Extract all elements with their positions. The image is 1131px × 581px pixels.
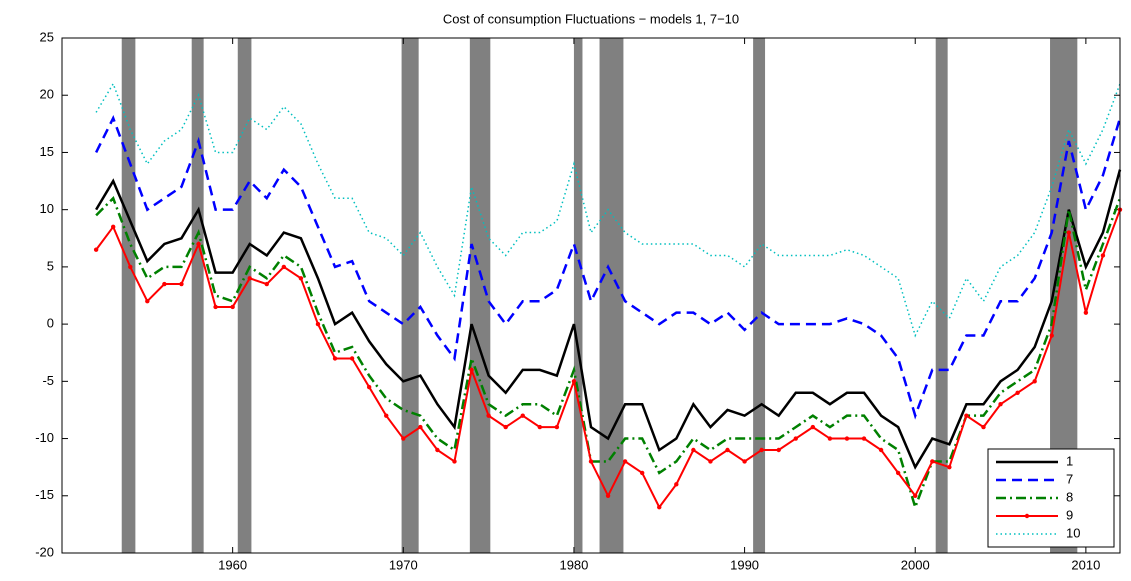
series-marker [349,356,355,361]
recession-band [469,38,491,553]
series-marker [366,384,372,390]
series-marker [469,367,474,373]
legend-marker [1024,513,1030,519]
series-marker [930,459,935,464]
series-marker [776,447,781,453]
series-marker [691,447,696,453]
y-tick-label: 0 [47,316,54,331]
series-line [95,114,1122,420]
series-marker [486,413,491,418]
y-tick-label: 10 [40,201,54,216]
series-marker [435,447,440,453]
series-marker [230,304,235,310]
series-marker [298,276,304,281]
series-marker [128,264,133,270]
legend-label: 1 [1066,453,1073,468]
recession-band [191,38,204,553]
series-marker [503,424,508,430]
series-marker [998,402,1003,407]
series-marker [401,436,406,441]
series-marker [1083,310,1089,315]
series-marker [1049,333,1054,338]
series-marker [725,447,730,453]
series-line [95,82,1121,338]
x-tick-label: 1990 [730,557,759,572]
y-tick-label: 25 [40,29,54,44]
y-tick-label: -15 [35,487,54,502]
series-marker [793,436,798,441]
chart-title: Cost of consumption Fluctuations − model… [443,11,739,26]
y-tick-label: -10 [35,430,54,445]
recession-band [573,38,583,553]
series-marker [213,304,218,310]
legend-label: 9 [1066,507,1073,522]
series-marker [1100,253,1106,258]
recession-band [237,38,252,553]
legend-label: 7 [1066,471,1073,486]
series-marker [622,459,628,464]
y-tick-label: 5 [47,258,54,273]
series-marker [281,264,287,270]
recession-band [753,38,766,553]
series-marker [162,281,167,287]
series-marker [247,276,252,281]
y-tick-label: -5 [42,373,54,388]
recession-band [121,38,136,553]
series-marker [196,241,201,247]
y-tick-label: 20 [40,87,54,102]
series-marker [605,493,611,498]
series-marker [639,470,645,476]
series-marker [588,459,594,464]
x-tick-label: 1980 [559,557,588,572]
series-marker [110,224,116,230]
series-marker [520,413,525,418]
series-marker [384,413,389,418]
series-marker [315,321,321,327]
series-marker [571,379,577,384]
series-marker [537,424,543,430]
x-tick-label: 1970 [389,557,418,572]
series-marker [452,459,457,464]
recession-band [599,38,624,553]
recession-band [935,38,948,553]
series-marker [145,299,150,304]
series-marker [810,424,816,430]
x-tick-label: 2000 [901,557,930,572]
x-tick-label: 2010 [1071,557,1100,572]
recession-band [401,38,419,553]
series-marker [964,413,969,418]
y-tick-label: 15 [40,144,54,159]
series-marker [264,281,269,287]
series-marker [861,436,867,441]
series-marker [674,482,679,487]
series-marker [827,436,833,441]
series-marker [1015,390,1020,395]
series-marker [93,247,99,252]
series-marker [708,459,713,464]
series-line [95,169,1122,470]
series-marker [844,436,850,441]
series-marker [895,470,901,476]
plot-frame [61,37,1121,554]
series-marker [913,493,918,498]
series-marker [1032,379,1037,384]
series-marker [742,459,747,464]
legend-label: 10 [1066,525,1080,540]
series-marker [332,356,338,361]
series-marker [554,424,560,430]
series-marker [878,447,884,453]
series-marker [657,505,662,510]
series-marker [759,447,764,453]
x-tick-label: 1960 [218,557,247,572]
series-marker [947,464,952,470]
series-marker [179,281,184,287]
series-marker [1066,230,1072,235]
series-line [95,195,1122,512]
legend-label: 8 [1066,489,1073,504]
series-marker [418,424,423,430]
series-marker [981,424,986,430]
y-tick-label: -20 [35,544,54,559]
